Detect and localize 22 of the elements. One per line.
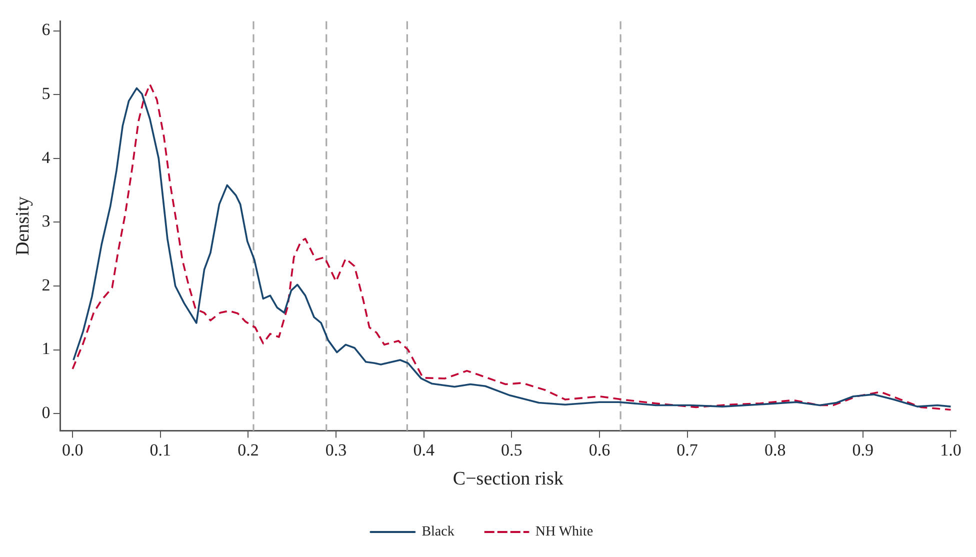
legend-label: NH White	[535, 524, 594, 540]
x-tick-label: 0.1	[150, 440, 172, 460]
x-tick-label: 0.4	[413, 440, 435, 460]
legend-label: Black	[422, 524, 454, 540]
x-tick-label: 0.5	[501, 440, 522, 460]
x-tick-label: 0.9	[852, 440, 874, 460]
x-tick-label: 0.2	[238, 440, 259, 460]
x-tick-label: 0.7	[676, 440, 698, 460]
y-tick-label: 0	[42, 403, 50, 422]
y-tick-label: 3	[42, 212, 50, 231]
x-tick-label: 0.6	[588, 440, 610, 460]
x-axis-title: C−section risk	[452, 468, 564, 490]
y-tick-label: 6	[42, 20, 50, 40]
y-tick-label: 5	[42, 84, 50, 104]
y-tick-label: 1	[42, 339, 50, 358]
y-tick-label: 2	[42, 275, 50, 294]
x-tick-label: 0.3	[325, 440, 347, 460]
y-tick-label: 4	[42, 148, 51, 167]
x-tick-label: 0.8	[764, 440, 786, 460]
x-tick-label: 1.0	[940, 440, 962, 460]
y-axis-title: Density	[12, 196, 34, 256]
x-tick-label: 0.0	[62, 440, 84, 460]
